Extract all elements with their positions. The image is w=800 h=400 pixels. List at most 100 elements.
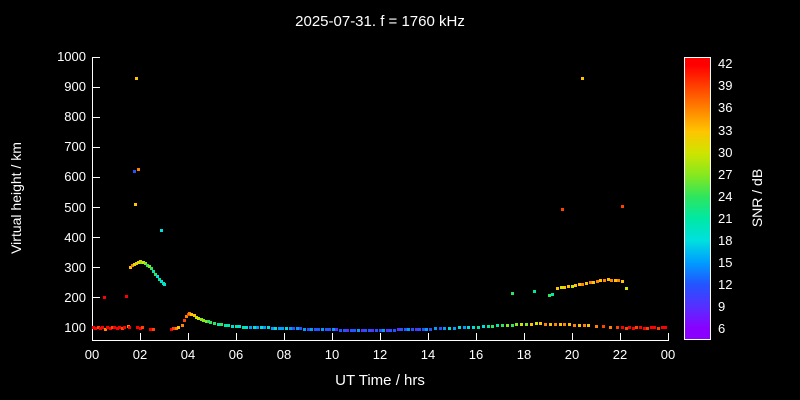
data-point [320,327,324,331]
data-point [349,328,353,332]
x-tick-label: 16 [468,347,484,362]
data-point [220,323,224,327]
data-point [284,327,288,331]
data-point [230,324,234,328]
data-point [656,326,660,330]
data-point [263,326,267,330]
y-tick-label: 1000 [57,49,86,64]
data-point [169,327,173,331]
data-point [476,325,480,329]
data-point [448,327,452,331]
x-tick-mark [571,333,573,340]
data-point [335,328,339,332]
data-point [524,322,528,326]
data-point [520,323,524,327]
data-point [462,326,466,330]
data-point [610,278,614,282]
data-point [421,327,425,331]
x-tick-mark [427,333,429,340]
data-point [108,326,112,330]
data-point [577,283,581,287]
data-point [206,320,210,324]
data-point [613,279,617,283]
data-point [594,324,598,328]
colorbar-gradient [685,58,710,339]
data-point [150,267,154,271]
data-point [137,168,141,172]
data-point [115,327,119,331]
data-point [403,328,407,332]
data-point [134,76,138,80]
data-point [140,260,144,264]
data-point [356,328,360,332]
data-point [292,327,296,331]
data-point [96,326,100,330]
data-point [433,327,437,331]
data-point [146,263,150,267]
x-tick-label: 02 [132,347,148,362]
data-point [360,328,364,332]
data-point [118,326,122,330]
y-tick-label: 600 [64,169,86,185]
data-point [338,328,342,332]
x-tick-label: 10 [324,347,340,362]
x-tick-mark [523,333,525,340]
data-point [125,294,129,298]
data-point [467,326,471,330]
y-tick-label: 500 [64,199,86,215]
colorbar-tick-label: 18 [718,232,733,248]
y-tick-mark [93,237,100,239]
data-point [140,326,144,330]
data-point [149,327,153,331]
data-point [559,286,563,290]
data-point [101,325,105,329]
data-point [136,260,140,264]
data-point [223,323,227,327]
data-point [324,328,328,332]
x-tick-mark [235,333,237,340]
data-point [515,323,519,327]
data-point [299,327,303,331]
x-tick-label: 18 [516,347,532,362]
y-tick-label: 700 [64,139,86,155]
y-tick-mark [93,116,100,118]
plot-area [92,57,669,341]
data-point [91,326,95,330]
y-tick-mark [93,146,100,148]
data-point [581,282,585,286]
data-point [620,326,624,330]
data-point [533,289,537,293]
data-point [94,327,98,331]
data-point [295,327,299,331]
data-point [248,325,252,329]
data-point [138,260,142,264]
data-point [551,292,555,296]
colorbar-tick-label: 36 [718,100,733,116]
data-point [457,326,461,330]
data-point [306,327,310,331]
data-point [155,275,159,279]
data-point [252,326,256,330]
colorbar-tick-label: 27 [718,166,733,182]
x-tick-mark [379,333,381,340]
data-point [539,322,543,326]
data-point [212,321,216,325]
y-tick-label: 300 [64,259,86,275]
data-point [563,323,567,327]
data-point [371,328,375,332]
data-point [148,265,152,269]
x-tick-label: 06 [228,347,244,362]
y-tick-label: 400 [64,229,86,245]
data-point [510,291,514,295]
data-point [227,324,231,328]
data-point [138,327,142,331]
y-tick-mark [93,176,100,178]
x-tick-label: 08 [276,347,292,362]
data-point [313,327,317,331]
data-point [438,327,442,331]
data-point [553,322,557,326]
data-point [628,326,632,330]
data-point [646,327,650,331]
x-tick-label: 20 [564,347,580,362]
data-point [190,313,194,317]
